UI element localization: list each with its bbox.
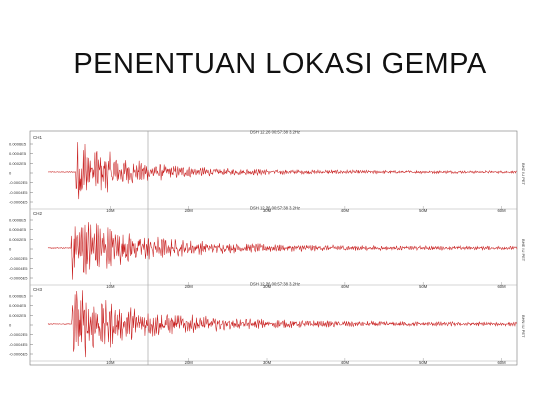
x-tick-label: 20M <box>185 208 194 213</box>
y-tick-label: -0.0002E5 <box>9 332 28 337</box>
x-tick-label: 20M <box>185 284 194 289</box>
x-tick-label: 30M <box>263 208 272 213</box>
channel-label: CH1 <box>33 135 42 140</box>
y-tick-label: 0 <box>9 247 12 252</box>
y-tick-label: 0.0004E5 <box>9 227 27 232</box>
y-tick-label: -0.0006E5 <box>9 276 28 281</box>
panel-header: DSH 12.26 00:57:38 3.2Hz <box>250 206 300 211</box>
x-tick-label: 10M <box>106 284 115 289</box>
y-tick-label: -0.0006E5 <box>9 352 28 357</box>
chart-frame <box>29 130 518 366</box>
station-channel-label: BHE IU PET <box>521 239 526 262</box>
x-tick-label: 60M <box>497 284 506 289</box>
x-tick-label: 20M <box>185 360 194 365</box>
y-tick-label: -0.0004E5 <box>9 342 28 347</box>
x-tick-label: 50M <box>419 360 428 365</box>
y-tick-label: -0.0004E5 <box>9 190 28 195</box>
waveform-trace <box>47 222 518 280</box>
y-tick-label: -0.0006E5 <box>9 200 28 205</box>
y-tick-label: 0.0004E5 <box>9 151 27 156</box>
y-tick-label: 0.0002E5 <box>9 237 27 242</box>
y-tick-label: 0.0006E5 <box>9 218 27 223</box>
x-tick-label: 10M <box>106 360 115 365</box>
station-channel-label: BHN IU PET <box>521 315 526 338</box>
y-tick-label: 0 <box>9 171 12 176</box>
y-tick-label: -0.0002E5 <box>9 180 28 185</box>
waveform-trace <box>47 290 518 358</box>
seismogram-panel-3: CH3 DSH 12.26 00:57:38 3.2Hz BHN IU PET 0.0… <box>9 282 526 366</box>
channel-label: CH2 <box>33 211 42 216</box>
x-tick-label: 40M <box>341 208 350 213</box>
x-tick-label: 50M <box>419 284 428 289</box>
x-tick-label: 40M <box>341 360 350 365</box>
x-tick-label: 30M <box>263 284 272 289</box>
y-tick-label: 0.0002E5 <box>9 161 27 166</box>
y-tick-label: -0.0004E5 <box>9 266 28 271</box>
x-tick-label: 10M <box>106 208 115 213</box>
y-tick-label: 0.0002E5 <box>9 313 27 318</box>
x-tick-label: 60M <box>497 208 506 213</box>
y-tick-label: 0.0006E5 <box>9 142 27 147</box>
seismogram-panel-1: CH1 DSH 12.26 00:57:38 3.2Hz BHZ IU PET 0.0… <box>9 130 526 214</box>
x-tick-label: 30M <box>263 360 272 365</box>
x-tick-label: 40M <box>341 284 350 289</box>
panel-header: DSH 12.26 00:57:38 3.2Hz <box>250 130 300 135</box>
channel-label: CH3 <box>33 287 42 292</box>
y-tick-label: 0.0006E5 <box>9 294 27 299</box>
seismogram-panel-2: CH2 DSH 12.26 00:57:38 3.2Hz BHE IU PET 0.0… <box>9 206 526 290</box>
y-tick-label: 0 <box>9 323 12 328</box>
waveform-trace <box>47 142 518 200</box>
x-tick-label: 60M <box>497 360 506 365</box>
panel-header: DSH 12.26 00:57:38 3.2Hz <box>250 282 300 287</box>
station-channel-label: BHZ IU PET <box>521 163 526 186</box>
slide-title: PENENTUAN LOKASI GEMPA <box>73 48 487 80</box>
x-tick-label: 50M <box>419 208 428 213</box>
y-tick-label: -0.0002E5 <box>9 256 28 261</box>
y-tick-label: 0.0004E5 <box>9 303 27 308</box>
